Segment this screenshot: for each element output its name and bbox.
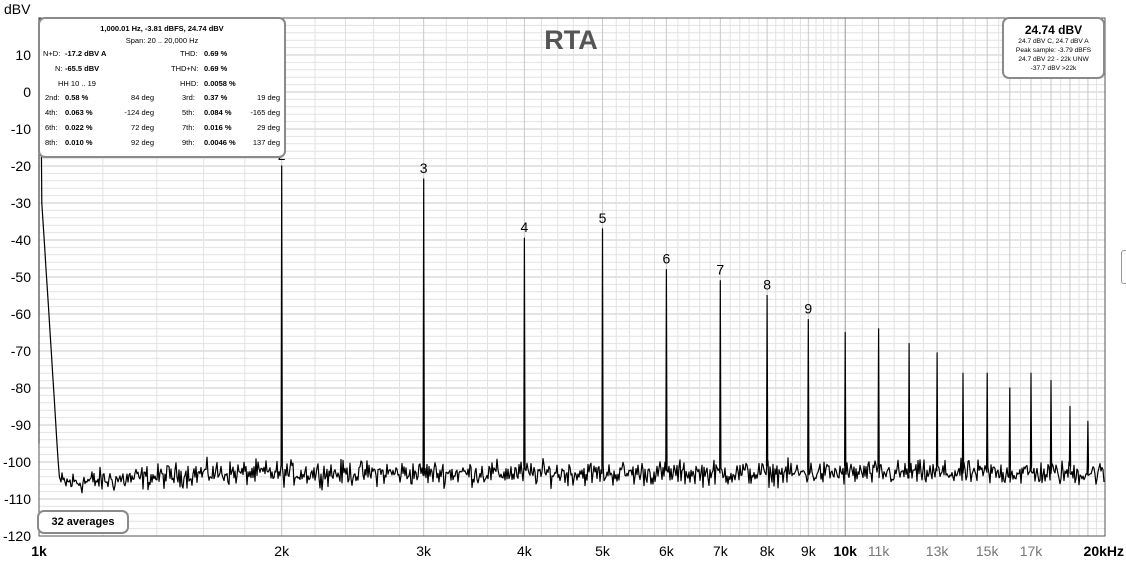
y-tick-label: 10 [15,47,31,63]
y-tick-label: -20 [11,158,31,174]
harmonic-label: 3rd: [182,93,195,103]
harmonic-deg: 19 deg [257,93,280,103]
n-label: N: [55,63,63,73]
harmonic-deg: 84 deg [131,93,154,103]
level-unweighted: 24.7 dBV 22 - 22k UNW [1018,56,1089,63]
x-tick-label: 8k [760,543,776,559]
harmonic-label: 6 [662,251,670,267]
harmonic-pct: 0.58 % [65,93,89,103]
x-tick-label: 13k [926,543,950,559]
harmonic-label: 8 [763,277,771,293]
x-tick-labels: 1k 2k 3k 4k 5k 6k 7k 8k 9k 10k 11k 13k 15k 17k 20kHz [31,543,1124,559]
harmonic-deg: -124 deg [124,108,154,118]
readout-header: 1,000.01 Hz, -3.81 dBFS, 24.74 dBV [100,24,224,33]
x-tick-label: 10k [834,543,858,559]
harmonic-pct: 0.016 % [204,122,232,132]
thdn-value: 0.69 % [204,63,228,73]
harmonic-label: 5 [599,210,607,226]
level-peak-sample: Peak sample: -3.79 dBFS [1015,47,1092,54]
y-tick-label: -60 [11,306,31,322]
thd-label: THD: [180,49,198,58]
thd-value: 0.69 % [204,49,228,58]
harmonic-label: 8th: [45,137,58,147]
readout-row-n-thdn: N: -65.5 dBV THD+N: 0.69 % [40,62,284,77]
harmonic-label: 4 [520,219,528,235]
harmonic-deg: 72 deg [131,122,154,132]
x-tick-label: 2k [274,543,290,559]
x-tick-label: 7k [713,543,729,559]
harmonic-label: 5th: [182,108,195,118]
x-tick-label: 4k [517,543,533,559]
harmonic-pct: 0.063 % [65,108,93,118]
harmonic-labels: 23456789 [278,147,813,317]
level-main-value: 24.74 dBV [1024,23,1083,37]
readout-row-nd-thd: N+D: -17.2 dBV A THD: 0.69 % [40,47,284,62]
y-tick-label: -10 [11,121,31,137]
readout-row-harmonics-6-7: 6th: 0.022 % 72 deg 7th: 0.016 % 29 deg [40,121,284,136]
harmonic-label: 6th: [45,122,58,132]
side-panel-handle[interactable] [1121,250,1126,284]
readout-row-harmonics-4-5: 4th: 0.063 % -124 deg 5th: 0.084 % -165 … [40,106,284,121]
chart-title: RTA [544,25,598,55]
n-value: -65.5 dBV [65,63,100,73]
level-weighted: 24.7 dBV C, 24.7 dBV A [1018,38,1089,45]
harmonic-pct: 0.010 % [65,137,93,147]
distortion-readout-panel[interactable]: 1,000.01 Hz, -3.81 dBFS, 24.74 dBV Span:… [38,17,286,158]
nd-label: N+D: [43,49,61,58]
y-tick-label: -100 [3,454,31,470]
hhd-label: HHD: [180,78,199,88]
x-tick-label: 15k [976,543,1000,559]
thdn-label: THD+N: [171,63,199,73]
x-tick-label: 11k [868,543,891,559]
x-tick-label: 3k [416,543,432,559]
hhd-value: 0.0058 % [204,78,236,88]
readout-row-harmonics-2-3: 2nd: 0.58 % 84 deg 3rd: 0.37 % 19 deg [40,91,284,106]
y-tick-labels: 10 0 -10 -20 -30 -40 -50 -60 -70 -80 -90 -100 -110 -1… [3,47,31,544]
harmonic-pct: 0.022 % [65,122,93,132]
level-above-22k: -37.7 dBV >22k [1030,65,1077,72]
harmonic-deg: 29 deg [257,122,280,132]
readout-span: Span: 20 .. 20,000 Hz [125,36,199,45]
harmonic-label: 4th: [45,108,58,118]
harmonic-label: 7th: [182,122,195,132]
harmonic-pct: 0.0046 % [204,137,236,147]
harmonic-label: 9th: [182,137,195,147]
x-tick-label: 6k [659,543,675,559]
y-axis-label: dBV [4,1,31,17]
nd-value: -17.2 dBV A [65,49,107,58]
y-tick-label: -50 [11,269,31,285]
harmonic-label: 2nd: [45,93,60,103]
spectrum-trace [38,17,1105,494]
y-tick-label: -120 [3,528,31,544]
averages-badge[interactable]: 32 averages [37,510,129,534]
readout-row-harmonics-8-9: 8th: 0.010 % 92 deg 9th: 0.0046 % 137 de… [40,136,284,151]
x-tick-label: 20kHz [1084,543,1124,559]
y-tick-label: -70 [11,343,31,359]
x-tick-label: 1k [31,543,47,559]
harmonic-deg: 92 deg [131,137,154,147]
y-tick-label: -80 [11,380,31,396]
harmonic-deg: 137 deg [252,137,280,147]
harmonic-label: 7 [716,262,724,278]
level-readout-panel[interactable]: 24.74 dBV 24.7 dBV C, 24.7 dBV A Peak sa… [1002,17,1105,79]
y-tick-label: -40 [11,232,31,248]
readout-row-hh: HH 10 .. 19 HHD: 0.0058 % [40,77,284,92]
y-tick-label: -90 [11,417,31,433]
harmonic-pct: 0.37 % [204,93,228,103]
y-tick-label: 0 [23,84,31,100]
harmonic-pct: 0.084 % [204,108,232,118]
x-tick-label: 17k [1020,543,1044,559]
harmonic-deg: -165 deg [250,108,280,118]
harmonic-label: 3 [420,160,428,176]
hh-label: HH 10 .. 19 [58,78,96,88]
plot-frame [38,17,1106,537]
x-tick-label: 9k [801,543,817,559]
y-tick-label: -110 [4,491,31,507]
y-tick-label: -30 [11,195,31,211]
harmonic-label: 9 [804,301,812,317]
x-tick-label: 5k [595,543,611,559]
